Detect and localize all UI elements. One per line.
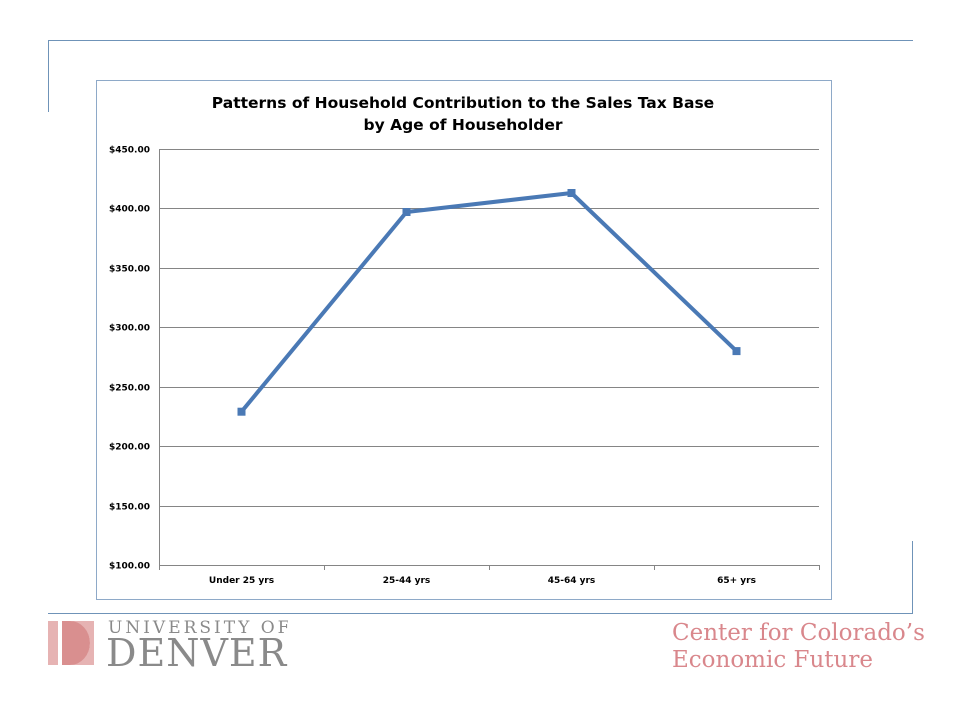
line-chart: Patterns of Household Contribution to th… (109, 94, 820, 586)
chart-title-line-2: by Age of Householder (363, 116, 562, 134)
y-tick-label: $250.00 (109, 384, 150, 394)
data-point (732, 347, 741, 356)
slide-top-rule (48, 40, 913, 41)
x-tick-label: Under 25 yrs (209, 576, 274, 586)
slide-right-rule (912, 541, 913, 614)
data-point (567, 189, 576, 197)
data-point (237, 407, 246, 416)
du-emblem-icon (48, 621, 94, 665)
x-tick-label: 25-44 yrs (383, 576, 431, 586)
series (237, 189, 741, 416)
y-tick-label: $100.00 (109, 562, 150, 572)
y-tick-label: $150.00 (109, 503, 150, 513)
axes (159, 149, 820, 570)
x-tick-labels: Under 25 yrs 25-44 yrs 45-64 yrs 65+ yrs (209, 576, 756, 586)
university-of-text: UNIVERSITY OF (108, 618, 288, 638)
university-of-denver-logo: UNIVERSITY OF DENVER (48, 618, 288, 673)
center-name-line-2: Economic Future (672, 647, 873, 673)
denver-text: DENVER (106, 631, 288, 673)
y-tick-label: $400.00 (109, 205, 150, 215)
slide-bottom-rule (48, 613, 913, 614)
y-tick-label: $200.00 (109, 443, 150, 453)
data-point (402, 208, 411, 216)
chart-frame: Patterns of Household Contribution to th… (96, 80, 832, 600)
y-tick-labels: $100.00 $150.00 $200.00 $250.00 $300.00 $350.… (109, 146, 150, 572)
y-tick-label: $450.00 (109, 146, 150, 156)
x-tick-label: 65+ yrs (717, 576, 756, 586)
center-name-line-1: Center for Colorado’s (672, 620, 925, 646)
y-tick-label: $350.00 (109, 265, 150, 275)
gridlines (159, 149, 819, 507)
series-line (239, 191, 738, 413)
chart-title-line-1: Patterns of Household Contribution to th… (212, 94, 714, 112)
slide-left-rule (48, 40, 49, 112)
y-tick-label: $300.00 (109, 324, 150, 334)
x-tick-label: 45-64 yrs (548, 576, 596, 586)
